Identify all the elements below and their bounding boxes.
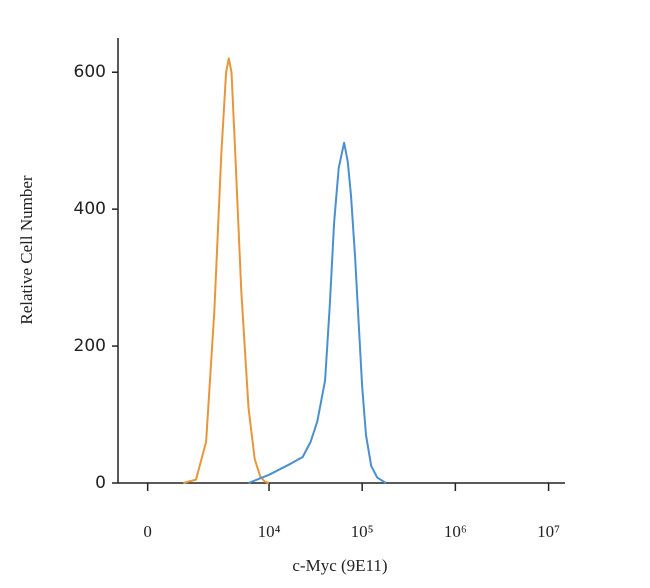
y-tick-label: 200	[74, 336, 106, 356]
y-tick-label: 600	[74, 62, 106, 82]
x-axis-label: c-Myc (9E11)	[292, 556, 387, 575]
x-tick-label: 10⁷	[537, 522, 560, 541]
histogram-line	[183, 57, 270, 484]
x-tick-label: 10⁵	[351, 522, 374, 541]
y-tick-label: 400	[74, 199, 106, 219]
x-tick-label: 0	[143, 522, 152, 541]
y-tick-label: 0	[95, 473, 106, 493]
x-tick-label: 10⁴	[258, 522, 281, 541]
y-axis-label: Relative Cell Number	[17, 175, 36, 325]
histogram-line	[248, 141, 387, 484]
x-tick-label: 10⁶	[444, 522, 467, 541]
